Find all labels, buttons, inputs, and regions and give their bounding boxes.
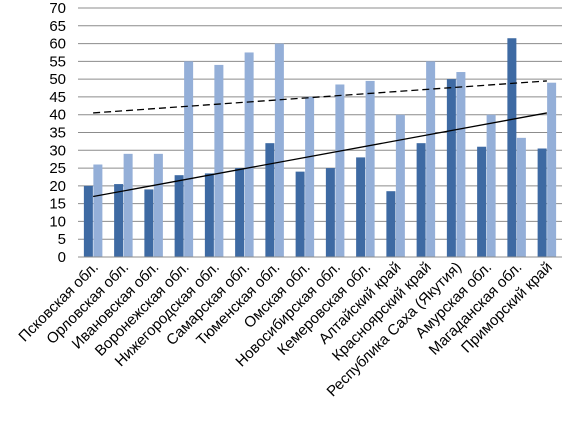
bar-series-1-6 bbox=[265, 143, 275, 257]
bar-series-1-7 bbox=[295, 171, 305, 257]
bar-series-1-8 bbox=[325, 168, 335, 257]
y-tick-label: 65 bbox=[49, 18, 66, 35]
bars bbox=[83, 38, 557, 258]
y-tick-label: 70 bbox=[49, 0, 66, 17]
y-tick-label: 35 bbox=[49, 125, 66, 142]
bar-series-1-13 bbox=[477, 146, 487, 257]
bar-series-1-2 bbox=[144, 189, 154, 257]
bar-series-1-5 bbox=[235, 168, 245, 257]
y-tick-label: 20 bbox=[49, 178, 66, 195]
y-tick-label: 55 bbox=[49, 53, 66, 70]
y-tick-label: 50 bbox=[49, 71, 66, 88]
bar-series-2-14 bbox=[516, 137, 526, 257]
y-tick-label: 0 bbox=[58, 249, 66, 266]
bar-series-2-12 bbox=[456, 72, 466, 258]
y-tick-label: 60 bbox=[49, 36, 66, 53]
bar-series-1-9 bbox=[356, 157, 366, 257]
bar-series-1-12 bbox=[446, 79, 456, 258]
bar-series-2-9 bbox=[365, 80, 375, 258]
bar-series-1-4 bbox=[204, 173, 214, 257]
trendlines bbox=[93, 80, 547, 198]
bar-series-1-1 bbox=[114, 184, 124, 257]
trendline-series-1 bbox=[93, 112, 547, 198]
bar-series-1-10 bbox=[386, 191, 396, 257]
trendline-series-2 bbox=[93, 80, 547, 114]
bar-series-2-0 bbox=[93, 164, 103, 257]
bar-series-2-3 bbox=[184, 61, 194, 257]
bar-series-1-15 bbox=[537, 148, 547, 257]
y-tick-label: 15 bbox=[49, 196, 66, 213]
bar-series-1-14 bbox=[507, 38, 517, 257]
bar-series-2-11 bbox=[426, 61, 436, 257]
bar-series-2-8 bbox=[335, 84, 345, 257]
bar-series-2-1 bbox=[123, 153, 133, 257]
y-tick-label: 25 bbox=[49, 160, 66, 177]
bar-series-2-13 bbox=[486, 114, 496, 257]
y-tick-label: 5 bbox=[58, 231, 66, 248]
bar-series-2-4 bbox=[214, 64, 224, 258]
y-tick-label: 40 bbox=[49, 107, 66, 124]
bar-series-1-11 bbox=[416, 143, 426, 257]
y-tick-label: 30 bbox=[49, 142, 66, 159]
bar-series-2-6 bbox=[274, 43, 284, 258]
bar-series-1-3 bbox=[174, 175, 184, 257]
y-tick-label: 10 bbox=[49, 213, 66, 230]
bar-series-2-5 bbox=[244, 52, 254, 257]
bar-series-2-15 bbox=[547, 82, 557, 257]
y-tick-label: 45 bbox=[49, 89, 66, 106]
gridlines bbox=[78, 7, 562, 240]
x-axis-category-labels: Псковская обл.Орловская обл.Ивановская о… bbox=[15, 259, 555, 400]
bar-series-1-0 bbox=[83, 185, 93, 257]
bar-series-2-10 bbox=[395, 114, 405, 257]
bar-series-2-7 bbox=[305, 96, 315, 257]
bar-series-2-2 bbox=[153, 153, 163, 257]
